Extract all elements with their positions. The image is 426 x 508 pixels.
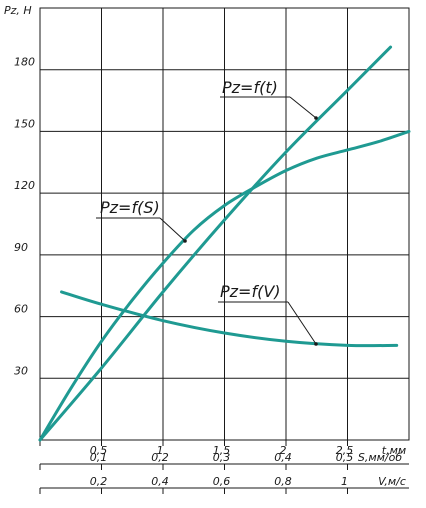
series-line-v xyxy=(60,290,399,348)
label-leader-dot xyxy=(183,239,187,243)
label-leader-dot xyxy=(314,342,318,346)
x-axis-label: t,мм xyxy=(382,444,406,457)
x-tick-label: 2 xyxy=(280,444,287,457)
series-label: Pz=f(V) xyxy=(220,282,281,301)
x-tick-label: 0,3 xyxy=(213,451,231,464)
label-leader-line xyxy=(287,301,317,345)
y-tick-label: 150 xyxy=(14,117,35,130)
x-axis-label: V,м/с xyxy=(378,475,406,488)
curves xyxy=(38,45,411,442)
series-line-t xyxy=(38,45,393,442)
label-leader-dot xyxy=(314,116,318,120)
x-axis-label: S,мм/об xyxy=(358,451,403,464)
x-tick-label: 0,5 xyxy=(90,444,108,457)
x-tick-label: 2,5 xyxy=(336,444,354,457)
x-tick-label: 0,4 xyxy=(274,451,292,464)
series-label: Pz=f(t) xyxy=(222,78,278,97)
y-tick-label: 30 xyxy=(14,364,28,377)
x-tick-label: 0,6 xyxy=(213,475,231,488)
series-label: Pz=f(S) xyxy=(100,198,160,217)
y-tick-label: 120 xyxy=(14,179,35,192)
y-tick-label: 60 xyxy=(14,303,28,316)
x-tick-label: 0,1 xyxy=(90,451,108,464)
x-tick-label: 1 xyxy=(157,444,164,457)
y-axis-label: Pz, H xyxy=(4,4,32,17)
x-tick-label: 1 xyxy=(341,475,348,488)
grid xyxy=(40,8,409,440)
y-tick-label: 180 xyxy=(14,56,35,69)
x-axes: 0,5 1 1,5 2 2,5 t,мм 0,1 0,2 0,3 0,4 0,5 S,мм/об 0,2… xyxy=(39,440,409,494)
x-tick-label: 0,8 xyxy=(274,475,292,488)
series-labels: Pz=f(t) Pz=f(S) Pz=f(V) xyxy=(96,78,318,346)
x-tick-label: 1,5 xyxy=(213,444,231,457)
y-tick-labels: 30 60 90 120 150 180 xyxy=(14,56,35,378)
label-leader-line xyxy=(159,217,186,242)
x-tick-label: 0,2 xyxy=(90,475,108,488)
x-tick-label: 0,5 xyxy=(336,451,354,464)
y-tick-label: 90 xyxy=(14,241,28,254)
series-line-s xyxy=(38,129,411,442)
label-leader-line xyxy=(289,96,317,119)
x-tick-label: 0,4 xyxy=(151,475,169,488)
x-tick-label: 0,2 xyxy=(151,451,169,464)
